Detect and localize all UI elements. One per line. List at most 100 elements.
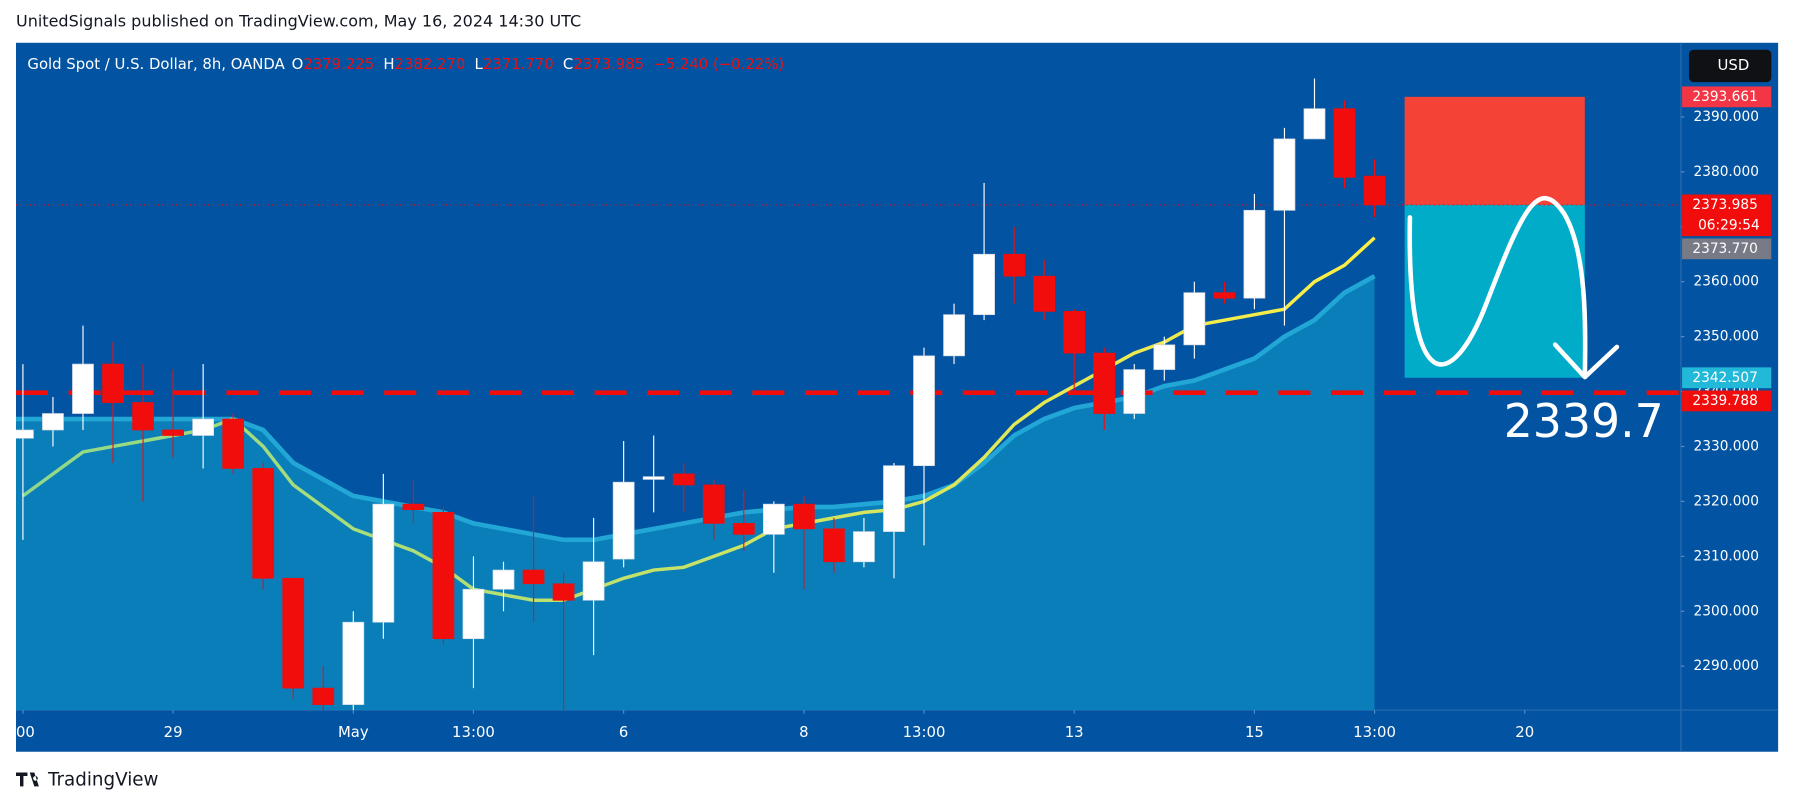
y-tick-label: 2300.000 bbox=[1694, 603, 1759, 619]
candle-body bbox=[823, 528, 845, 563]
candle-body bbox=[1273, 138, 1296, 211]
candle-body bbox=[192, 418, 214, 436]
candle-body bbox=[913, 355, 935, 467]
price-tag bbox=[1682, 390, 1772, 412]
price-tag-label: 2373.985 bbox=[1692, 197, 1757, 213]
legend-key: O bbox=[292, 55, 304, 73]
x-tick-label: :00 bbox=[11, 723, 35, 741]
price-tag bbox=[1682, 238, 1772, 260]
legend-symbol: Gold Spot / U.S. Dollar, 8h, OANDA bbox=[27, 55, 285, 73]
candle-body bbox=[732, 523, 755, 535]
candle-body bbox=[642, 476, 665, 480]
legend: Gold Spot / U.S. Dollar, 8h, OANDA O2379.… bbox=[27, 55, 784, 73]
price-tag bbox=[1682, 194, 1772, 237]
currency-label[interactable]: USD bbox=[1718, 56, 1750, 74]
x-tick-label: 20 bbox=[1515, 723, 1534, 741]
plot-area bbox=[16, 78, 1681, 711]
candle-body bbox=[853, 531, 875, 563]
price-tag-label: 2393.661 bbox=[1692, 89, 1757, 105]
price-tag bbox=[1682, 86, 1772, 108]
ma-area bbox=[16, 276, 1375, 711]
legend-value: 2379.225 bbox=[303, 55, 374, 73]
x-tick-label: 13:00 bbox=[1353, 723, 1396, 741]
y-tick-label: 2390.000 bbox=[1694, 109, 1759, 125]
candle-body bbox=[1153, 344, 1176, 370]
candle-body bbox=[943, 314, 965, 357]
candle-body bbox=[402, 503, 425, 510]
x-tick-label: 13:00 bbox=[452, 723, 495, 741]
legend-key: L bbox=[475, 55, 484, 73]
y-tick-label: 2360.000 bbox=[1694, 274, 1759, 290]
candle-body bbox=[672, 473, 695, 486]
x-tick-label: 13:00 bbox=[903, 723, 946, 741]
legend-value: 2373.985 bbox=[573, 55, 644, 73]
candle-body bbox=[1093, 352, 1116, 414]
candle-body bbox=[702, 484, 725, 524]
price-tag-label: 2342.507 bbox=[1692, 370, 1757, 386]
candle-body bbox=[582, 561, 605, 601]
candle-body bbox=[1303, 108, 1326, 140]
stop-zone bbox=[1404, 96, 1585, 205]
candle-body bbox=[1003, 253, 1025, 277]
candle-body bbox=[1363, 175, 1386, 206]
candle-body bbox=[102, 363, 124, 403]
legend-key: H bbox=[383, 55, 394, 73]
y-tick-label: 2350.000 bbox=[1694, 329, 1759, 345]
candle-body bbox=[72, 363, 94, 414]
target-zone bbox=[1404, 204, 1585, 378]
logo-mark bbox=[16, 772, 39, 787]
candle-body bbox=[612, 481, 635, 560]
candle-body bbox=[162, 429, 184, 436]
candle-body bbox=[1333, 108, 1356, 178]
candle-body bbox=[222, 418, 245, 469]
candle-body bbox=[42, 413, 64, 431]
axes: 2339.7 2290.000 2300.000 2310.000 2320.000 23… bbox=[11, 86, 1772, 741]
y-tick-label: 2330.000 bbox=[1694, 438, 1759, 454]
candle-body bbox=[342, 621, 365, 705]
legend-value: 2371.770 bbox=[483, 55, 554, 73]
price-tag-label: 2339.788 bbox=[1692, 393, 1757, 409]
x-tick-label: 13 bbox=[1065, 723, 1084, 741]
candle-body bbox=[492, 569, 515, 590]
ma-line bbox=[21, 236, 1376, 602]
candle-body bbox=[372, 503, 395, 623]
candle-body bbox=[1033, 275, 1056, 312]
candle-body bbox=[16, 429, 34, 439]
x-tick-label: 8 bbox=[799, 723, 808, 741]
candle-body bbox=[793, 503, 815, 530]
drawn-arrowhead bbox=[1552, 342, 1620, 380]
publish-info: UnitedSignals published on TradingView.c… bbox=[16, 11, 581, 30]
candle-body bbox=[312, 687, 335, 705]
x-tick-label: 15 bbox=[1245, 723, 1264, 741]
y-tick-label: 2290.000 bbox=[1694, 658, 1759, 674]
candle-body bbox=[132, 402, 154, 431]
annotation: 2339.7 bbox=[1504, 394, 1664, 448]
candle-body bbox=[762, 503, 785, 535]
candle-body bbox=[1123, 369, 1146, 414]
x-tick-label: May bbox=[338, 723, 369, 741]
x-tick-label: 6 bbox=[619, 723, 628, 741]
price-tag-label: 2373.770 bbox=[1692, 241, 1757, 257]
candle-body bbox=[462, 588, 485, 640]
candle-body bbox=[1243, 209, 1266, 299]
candle-body bbox=[1213, 292, 1236, 299]
candle-body bbox=[1183, 292, 1206, 346]
legend-change: −5.240 (−0.22%) bbox=[653, 55, 784, 73]
legend-value: 2382.270 bbox=[395, 55, 466, 73]
y-tick-label: 2380.000 bbox=[1694, 164, 1759, 180]
candle-body bbox=[552, 583, 575, 601]
candle-body bbox=[282, 577, 305, 689]
price-countdown: 06:29:54 bbox=[1698, 218, 1760, 234]
y-tick-label: 2310.000 bbox=[1694, 548, 1759, 564]
drawn-curve bbox=[1407, 196, 1588, 379]
tradingview-logo bbox=[16, 772, 39, 787]
currency-button[interactable] bbox=[1688, 49, 1772, 83]
price-tag bbox=[1682, 367, 1772, 389]
candle-body bbox=[1063, 311, 1086, 354]
y-tick-label: 2320.000 bbox=[1694, 493, 1759, 509]
x-tick-label: 29 bbox=[164, 723, 183, 741]
legend-key: C bbox=[563, 55, 573, 73]
candle-body bbox=[522, 569, 545, 585]
candle-body bbox=[252, 468, 275, 579]
